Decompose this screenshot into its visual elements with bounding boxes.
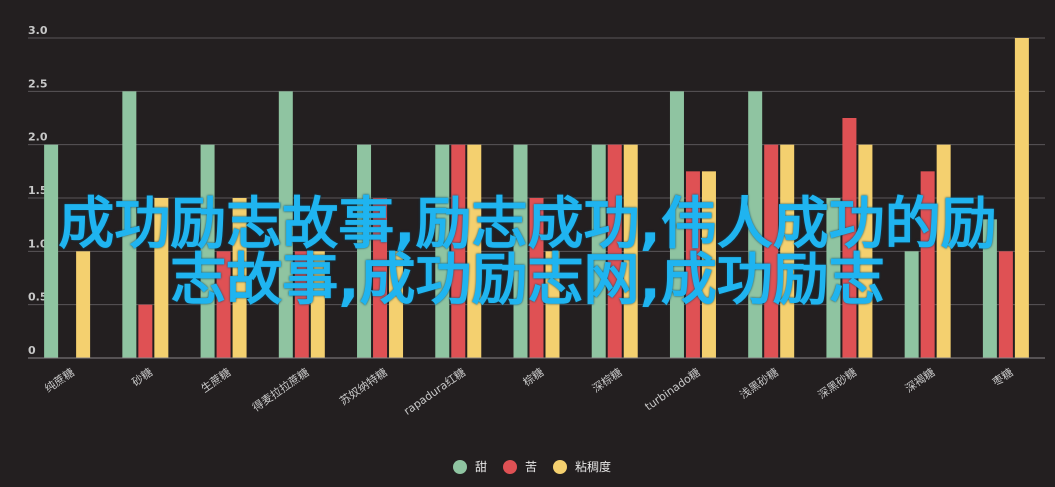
y-axis-ticks: 0 0.5 1.0 1.5 2.0 2.5 3.0 <box>28 24 48 357</box>
bar-甜-纯蔗糖[interactable] <box>44 144 59 358</box>
bar-粘稠度-纯蔗糖[interactable] <box>76 251 91 358</box>
y-tick-label: 1.0 <box>28 237 48 250</box>
bar-甜-枣糖[interactable] <box>982 219 997 358</box>
x-tick-label: 生蔗糖 <box>198 365 233 395</box>
bar-粘稠度-棕糖[interactable] <box>545 251 560 358</box>
bar-苦-浅黑砂糖[interactable] <box>764 144 779 358</box>
legend-item[interactable]: 苦 <box>503 460 537 474</box>
bar-苦-turbinado糖[interactable] <box>685 171 700 358</box>
bar-苦-生蔗糖[interactable] <box>216 251 231 358</box>
legend-swatch <box>503 460 517 474</box>
bar-甜-生蔗糖[interactable] <box>200 144 215 358</box>
legend-swatch <box>553 460 567 474</box>
bar-甜-rapadura红糖[interactable] <box>435 144 450 358</box>
bar-甜-turbinado糖[interactable] <box>669 91 684 358</box>
bar-甜-深黑砂糖[interactable] <box>826 198 841 358</box>
bar-粘稠度-深褐糖[interactable] <box>936 144 951 358</box>
bar-甜-苏奴纳特糖[interactable] <box>357 144 372 358</box>
y-tick-label: 0 <box>28 344 36 357</box>
legend-label: 苦 <box>525 460 537 474</box>
bars <box>44 38 1029 358</box>
bar-苦-深褐糖[interactable] <box>920 171 935 358</box>
bar-苦-深棕糖[interactable] <box>607 144 622 358</box>
bar-粘稠度-生蔗糖[interactable] <box>232 198 247 358</box>
x-tick-label: 苏奴纳特糖 <box>337 365 390 408</box>
bar-苦-深黑砂糖[interactable] <box>842 118 857 358</box>
bar-粘稠度-深棕糖[interactable] <box>623 144 638 358</box>
x-tick-label: 浅黑砂糖 <box>737 365 781 402</box>
bar-甜-浅黑砂糖[interactable] <box>748 91 763 358</box>
bar-苦-棕糖[interactable] <box>529 198 544 358</box>
legend-swatch <box>453 460 467 474</box>
x-tick-label: 砂糖 <box>129 365 155 389</box>
x-tick-label: 深棕糖 <box>589 365 624 395</box>
legend[interactable]: 甜 苦 粘稠度 <box>453 459 611 474</box>
bar-甜-深棕糖[interactable] <box>591 144 606 358</box>
bar-粘稠度-浅黑砂糖[interactable] <box>780 144 795 358</box>
x-tick-label: 深褐糖 <box>902 365 937 395</box>
bar-甜-得麦拉拉蔗糖[interactable] <box>278 91 293 358</box>
bar-苦-rapadura红糖[interactable] <box>451 144 466 358</box>
bar-粘稠度-turbinado糖[interactable] <box>701 171 716 358</box>
bar-粘稠度-rapadura红糖[interactable] <box>467 144 482 358</box>
bar-粘稠度-苏奴纳特糖[interactable] <box>389 251 404 358</box>
bar-粘稠度-砂糖[interactable] <box>154 198 169 358</box>
bar-粘稠度-深黑砂糖[interactable] <box>858 144 873 358</box>
bar-甜-深褐糖[interactable] <box>904 251 919 358</box>
x-tick-label: turbinado糖 <box>642 365 703 413</box>
y-tick-label: 0.5 <box>28 291 48 304</box>
bar-粘稠度-得麦拉拉蔗糖[interactable] <box>310 251 325 358</box>
bar-苦-砂糖[interactable] <box>138 304 153 358</box>
legend-label: 甜 <box>475 460 487 474</box>
bar-苦-得麦拉拉蔗糖[interactable] <box>294 251 309 358</box>
legend-item[interactable]: 粘稠度 <box>553 459 611 474</box>
bar-甜-棕糖[interactable] <box>513 144 528 358</box>
bar-苦-枣糖[interactable] <box>998 251 1013 358</box>
y-tick-label: 2.5 <box>28 77 48 90</box>
overlay-text-line-2: 志故事,成功励志网,成功励志 <box>170 248 885 313</box>
bar-粘稠度-枣糖[interactable] <box>1014 38 1029 358</box>
x-tick-label: 枣糖 <box>990 365 1016 389</box>
x-tick-label: rapadura红糖 <box>401 365 468 418</box>
y-tick-label: 2.0 <box>28 131 48 144</box>
x-axis-ticks: 纯蔗糖 砂糖 生蔗糖 得麦拉拉蔗糖 苏奴纳特糖 rapadura红糖 棕糖 深棕糖 turbin… <box>42 365 1016 418</box>
overlay-text-line-1: 成功励志故事,励志成功,伟人成功的励 <box>58 192 997 257</box>
x-tick-label: 深黑砂糖 <box>815 365 859 402</box>
x-tick-label: 纯蔗糖 <box>42 365 77 395</box>
legend-label: 粘稠度 <box>575 459 611 474</box>
bar-苦-苏奴纳特糖[interactable] <box>373 198 388 358</box>
x-tick-label: 棕糖 <box>520 365 546 389</box>
y-tick-label: 3.0 <box>28 24 48 37</box>
y-tick-label: 1.5 <box>28 184 48 197</box>
bar-甜-砂糖[interactable] <box>122 91 137 358</box>
x-tick-label: 得麦拉拉蔗糖 <box>249 365 311 414</box>
legend-item[interactable]: 甜 <box>453 460 487 474</box>
